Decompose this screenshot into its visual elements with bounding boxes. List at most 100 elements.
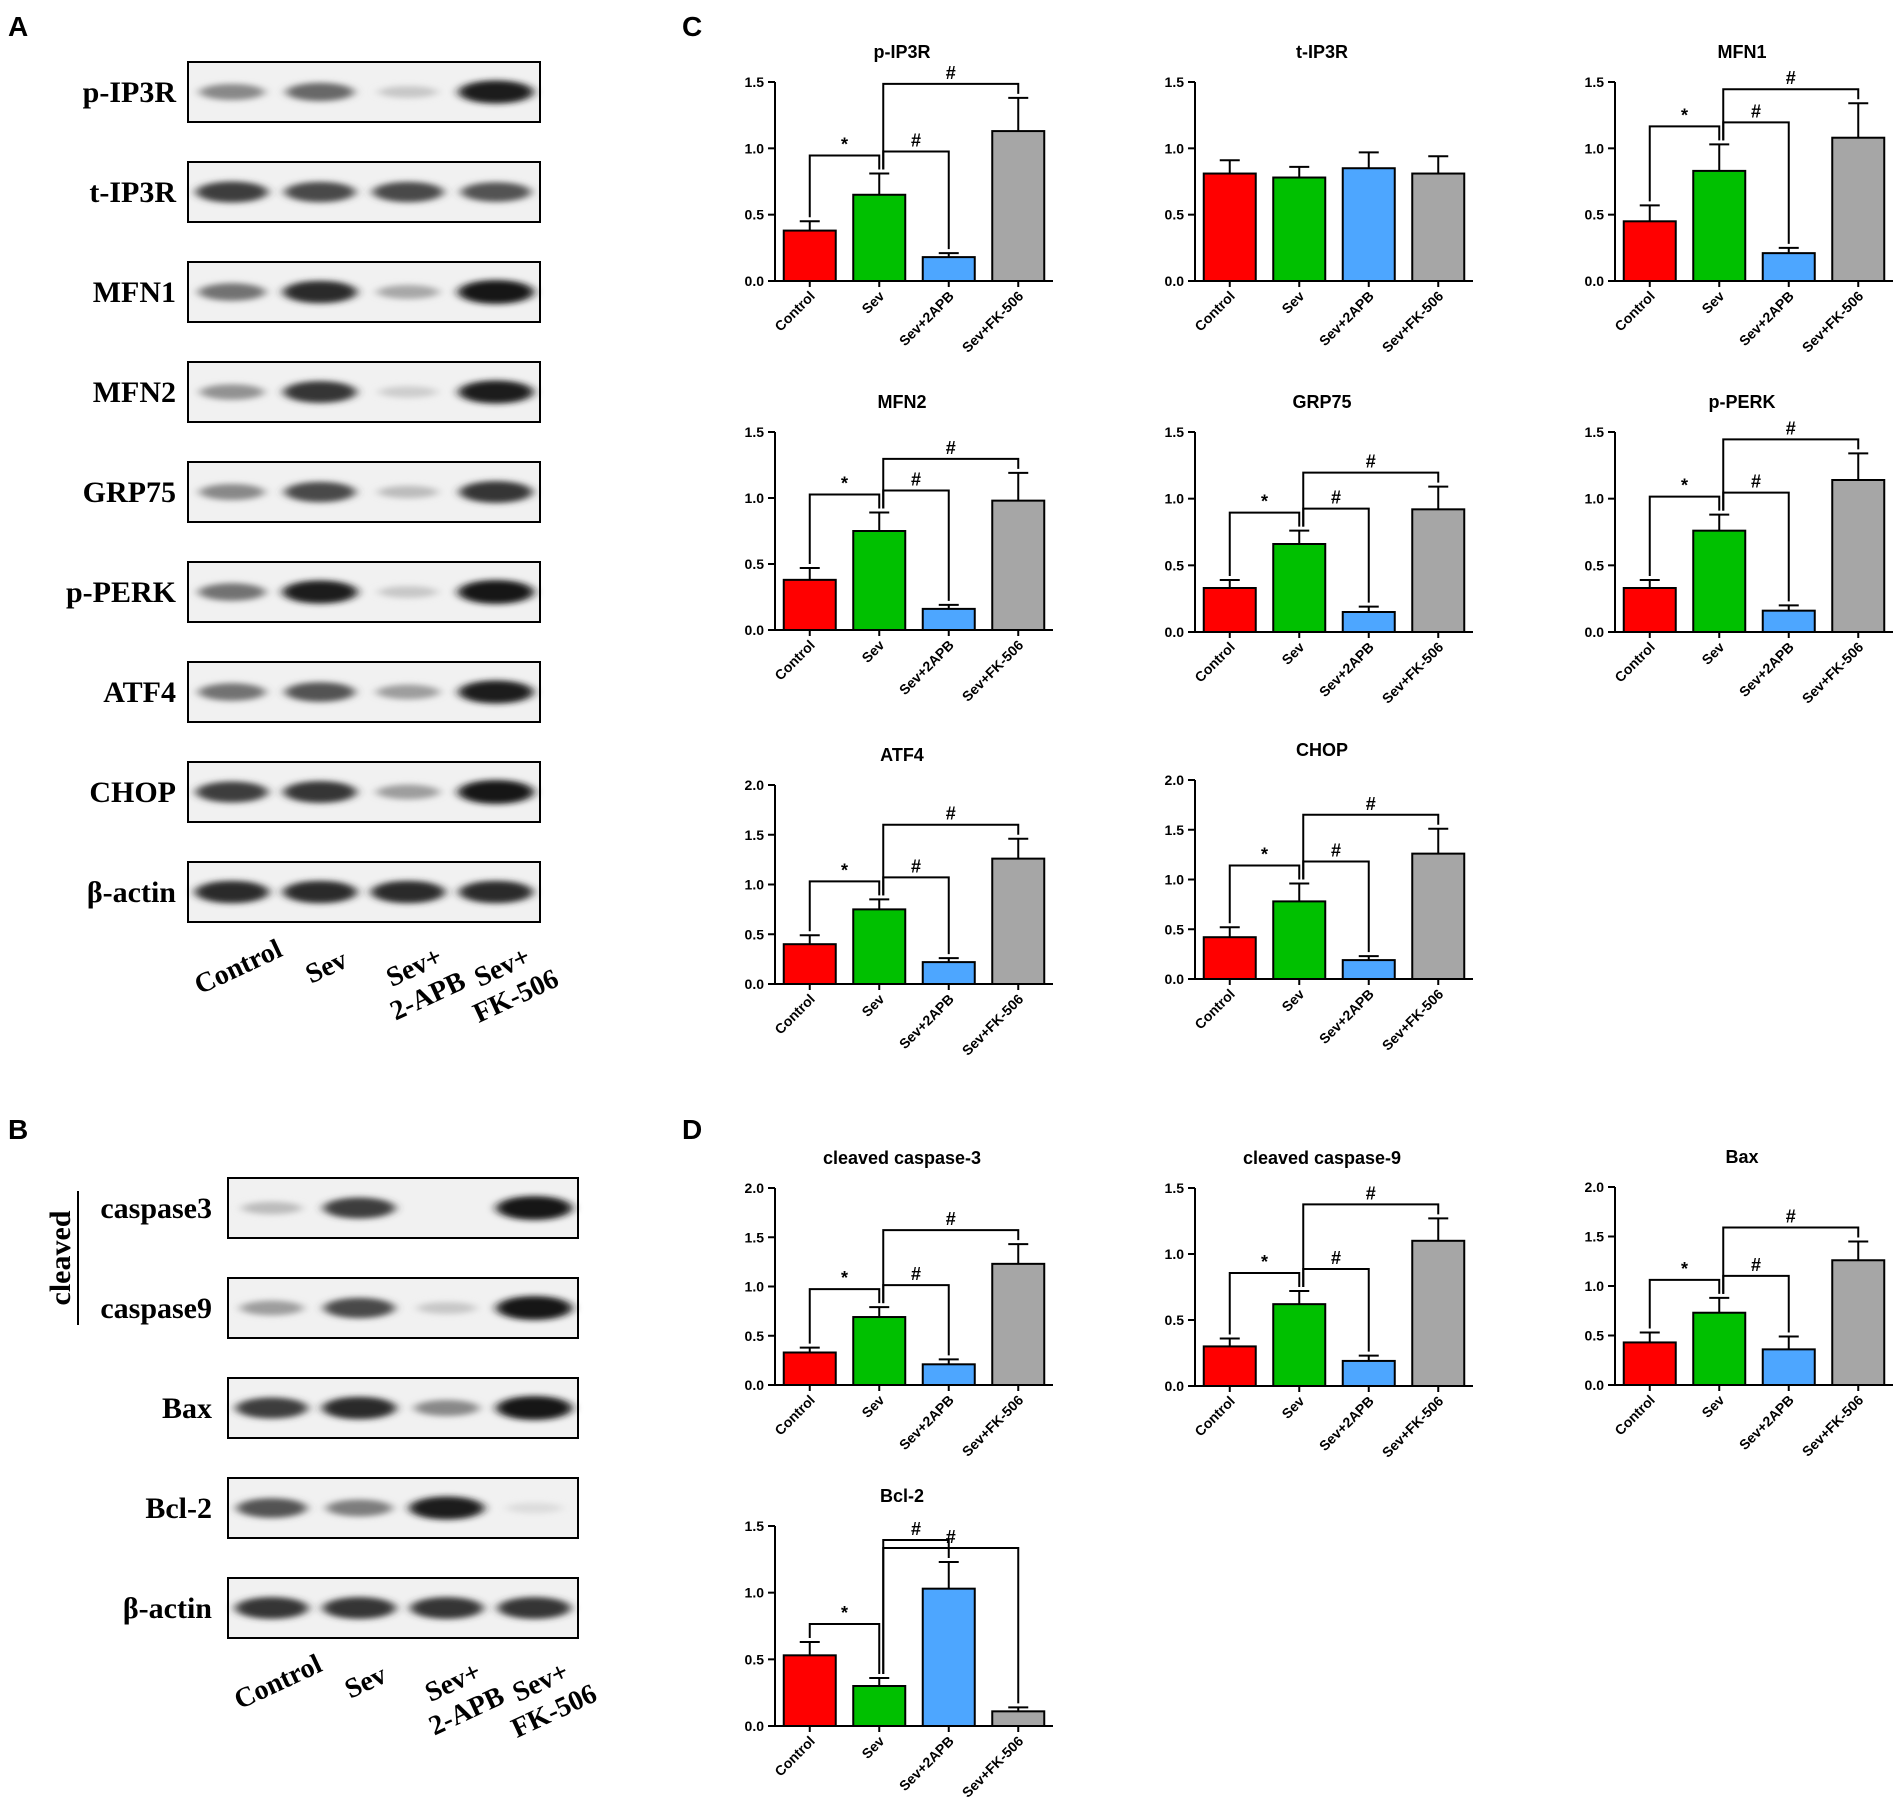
significance-bracket bbox=[1722, 438, 1860, 511]
y-tick-label: 0.5 bbox=[1585, 1328, 1605, 1344]
blot-band bbox=[458, 580, 534, 604]
lane-label: Sev bbox=[301, 944, 352, 990]
significance-bracket bbox=[882, 457, 1020, 509]
significance-marker: * bbox=[841, 1268, 848, 1288]
x-tick-label: Sev bbox=[1278, 288, 1307, 317]
bar-sev-2apb bbox=[921, 1587, 976, 1727]
chart-grp75: GRP75 0.0 0.5 1.0 1.5 Control Sev Sev+2APB Sev+F… bbox=[1165, 392, 1473, 707]
blot-band bbox=[376, 784, 440, 800]
blot-label-caspase3: caspase3 bbox=[100, 1192, 212, 1225]
lane-labels-panel-a: Control Sev Sev+2-APB Sev+FK-506 bbox=[190, 934, 564, 1030]
chart-atf4: ATF4 0.0 0.5 1.0 1.5 2.0 Control Sev Sev+2APB Sev… bbox=[745, 745, 1053, 1059]
x-tick-label: Sev+2APB bbox=[896, 1733, 957, 1794]
y-tick-label: 1.0 bbox=[1585, 140, 1605, 156]
y-tick-label: 1.5 bbox=[745, 1518, 765, 1534]
blot-band bbox=[497, 1597, 571, 1619]
chart-title: t-IP3R bbox=[1296, 42, 1348, 62]
blot-band bbox=[459, 481, 533, 503]
significance-marker: * bbox=[841, 1603, 848, 1623]
blot-band bbox=[458, 780, 534, 804]
y-tick-label: 1.5 bbox=[745, 424, 765, 440]
blot-band bbox=[377, 284, 439, 300]
lane-label: Sev+FK-506 bbox=[455, 934, 563, 1029]
significance-marker: # bbox=[1751, 1255, 1761, 1275]
y-tick-label: 0.0 bbox=[1585, 273, 1605, 289]
x-tick-label: Sev+FK-506 bbox=[1799, 288, 1867, 356]
blot-band bbox=[376, 684, 440, 700]
significance-bracket bbox=[1722, 88, 1860, 141]
blot-band bbox=[378, 485, 438, 499]
y-tick-label: 1.5 bbox=[1585, 424, 1605, 440]
y-tick-label: 1.5 bbox=[1165, 1180, 1185, 1196]
chart-p-ip3r: p-IP3R 0.0 0.5 1.0 1.5 Control Sev Sev+2APB Sev+… bbox=[745, 42, 1053, 356]
y-tick-label: 1.0 bbox=[1585, 1278, 1605, 1294]
significance-bracket bbox=[882, 82, 1020, 170]
x-tick-label: Sev+2APB bbox=[1316, 986, 1377, 1047]
chart-title: ATF4 bbox=[880, 745, 924, 765]
significance-bracket bbox=[1648, 125, 1721, 202]
bar-sev-2apb bbox=[1341, 611, 1396, 633]
x-tick-label: Control bbox=[1191, 288, 1238, 335]
y-tick-label: 0.5 bbox=[745, 556, 765, 572]
chart-mfn1: MFN1 0.0 0.5 1.0 1.5 Control Sev Sev+2APB Sev+FK… bbox=[1585, 42, 1893, 356]
chart-bax: Bax 0.0 0.5 1.0 1.5 2.0 Control Sev Sev+2APB Sev+… bbox=[1585, 1147, 1893, 1460]
x-tick-label: Sev+FK-506 bbox=[959, 1392, 1027, 1460]
blot-label-caspase9: caspase9 bbox=[100, 1292, 212, 1325]
blot-band bbox=[505, 1502, 563, 1514]
bar-sev-fk-506 bbox=[1411, 508, 1466, 634]
significance-marker: # bbox=[946, 63, 956, 83]
y-tick-label: 2.0 bbox=[745, 777, 765, 793]
significance-marker: # bbox=[1366, 1183, 1376, 1203]
blot-band bbox=[196, 181, 268, 203]
y-tick-label: 0.0 bbox=[1165, 971, 1185, 987]
blot-label-bcl-2: Bcl-2 bbox=[145, 1492, 212, 1525]
x-tick-label: Sev bbox=[1698, 1392, 1727, 1421]
blot-band bbox=[283, 381, 357, 403]
bar-sev-fk-506 bbox=[1831, 479, 1886, 633]
x-tick-label: Sev+2APB bbox=[1316, 1393, 1377, 1454]
x-tick-label: Control bbox=[1611, 639, 1658, 686]
chart-cleaved-caspase-9: cleaved caspase-9 0.0 0.5 1.0 1.5 Control Sev S… bbox=[1165, 1148, 1473, 1461]
significance-marker: # bbox=[946, 1209, 956, 1229]
significance-marker: # bbox=[946, 804, 956, 824]
significance-marker: # bbox=[1786, 1206, 1796, 1226]
significance-marker: * bbox=[1681, 1259, 1688, 1279]
blot-band bbox=[200, 384, 264, 400]
bar-control bbox=[782, 943, 837, 986]
significance-bracket bbox=[808, 493, 881, 564]
x-tick-label: Sev bbox=[858, 1392, 887, 1421]
bar-sev-2apb bbox=[921, 256, 976, 282]
x-tick-label: Sev bbox=[858, 637, 887, 666]
y-tick-label: 0.0 bbox=[1165, 273, 1185, 289]
y-tick-label: 1.0 bbox=[745, 1279, 765, 1295]
blot-band bbox=[283, 781, 357, 803]
x-tick-label: Sev+2APB bbox=[1316, 288, 1377, 349]
x-tick-label: Control bbox=[771, 637, 818, 684]
y-tick-label: 1.5 bbox=[1585, 74, 1605, 90]
significance-marker: * bbox=[1261, 1252, 1268, 1272]
bar-sev-2apb bbox=[1341, 167, 1396, 283]
significance-bracket bbox=[882, 1229, 1020, 1304]
significance-marker: # bbox=[1751, 472, 1761, 492]
blot-band bbox=[322, 1597, 396, 1619]
bar-sev-fk-506 bbox=[1411, 852, 1466, 981]
chart-title: Bax bbox=[1725, 1147, 1758, 1167]
x-tick-label: Sev+2APB bbox=[1736, 1392, 1797, 1453]
y-tick-label: 0.0 bbox=[1585, 624, 1605, 640]
y-tick-label: 1.5 bbox=[1585, 1229, 1605, 1245]
bar-sev bbox=[1272, 1303, 1327, 1388]
blot-band bbox=[283, 880, 357, 904]
significance-marker: # bbox=[911, 856, 921, 876]
blot-band bbox=[410, 1597, 484, 1619]
x-tick-label: Sev+2APB bbox=[896, 637, 957, 698]
x-tick-label: Control bbox=[1191, 1393, 1238, 1440]
blot-band bbox=[198, 283, 266, 301]
chart-title: GRP75 bbox=[1292, 392, 1351, 412]
blot-band bbox=[461, 182, 531, 202]
blot-band bbox=[285, 682, 355, 702]
chart-title: Bcl-2 bbox=[880, 1486, 924, 1506]
blot-band bbox=[236, 1498, 307, 1518]
bar-sev-fk-506 bbox=[991, 1262, 1046, 1386]
